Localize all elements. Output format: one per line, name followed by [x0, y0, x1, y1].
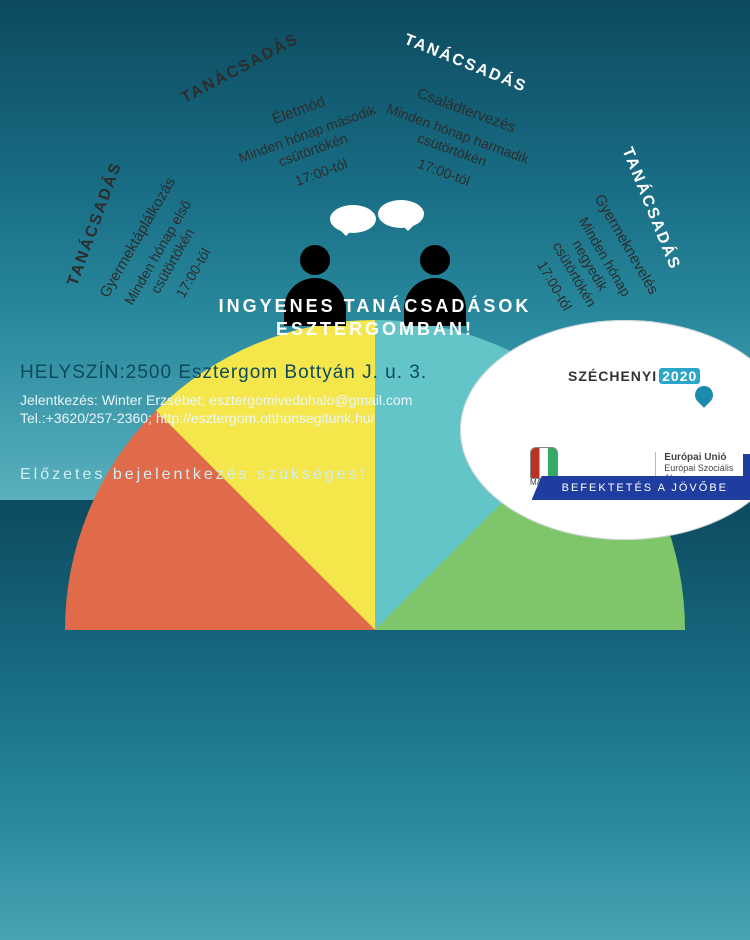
arc-label-2: TANÁCSADÁS [178, 30, 302, 107]
location-pin-icon [691, 382, 716, 407]
location-text: HELYSZÍN:2500 Esztergom Bottyán J. u. 3. [20, 362, 520, 384]
footer-ribbon: BEFEKTETÉS A JÖVŐBE [532, 476, 750, 500]
szechenyi-label: SZÉCHENYI2020 [568, 368, 700, 384]
main-title-line1: INGYENES TANÁCSADÁSOK [125, 295, 625, 318]
szechenyi-year: 2020 [659, 368, 700, 384]
szechenyi-text: SZÉCHENYI [568, 368, 657, 384]
contact-line-1: Jelentkezés: Winter Erzsébet; esztergomi… [20, 392, 520, 408]
advance-booking-note: Előzetes bejelentkezés szükséges! [20, 466, 367, 484]
speech-bubble-icon [378, 200, 424, 228]
poster-stage: TANÁCSADÁS TANÁCSADÁS TANÁCSADÁS TANÁCSA… [0, 0, 750, 500]
contact-line-2: Tel.:+3620/257-2360; http://esztergom.ot… [20, 410, 520, 426]
eu-title: Európai Unió [664, 452, 726, 463]
info-block: HELYSZÍN:2500 Esztergom Bottyán J. u. 3.… [20, 362, 520, 428]
speech-bubble-icon [330, 205, 376, 233]
eu-sub1: Európai Szociális [664, 463, 733, 473]
crest-icon [530, 447, 558, 479]
